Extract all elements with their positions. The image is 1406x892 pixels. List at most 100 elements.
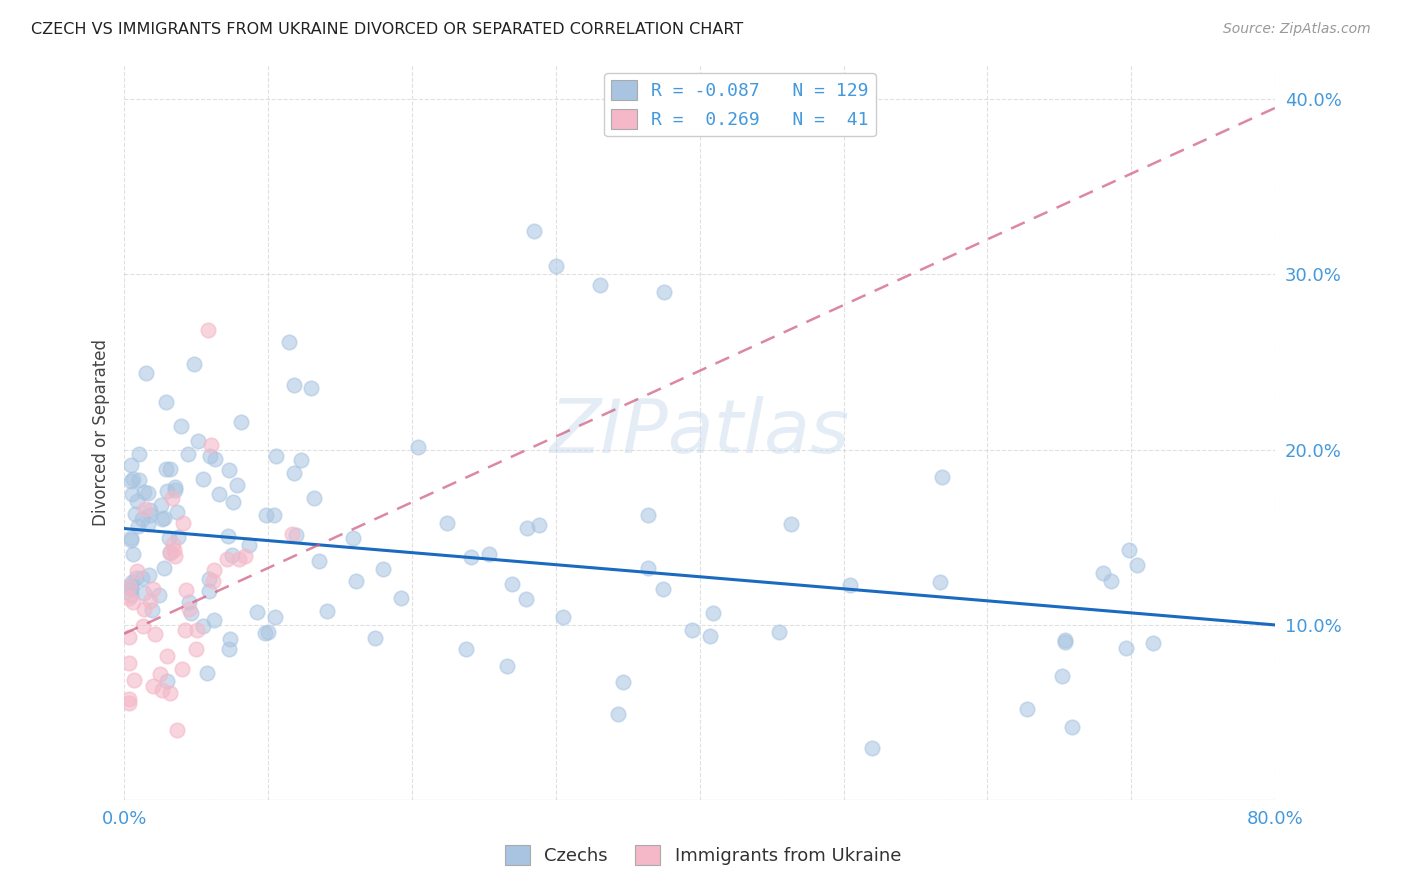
Point — [529, 518, 551, 533]
Text: ZIPatlas: ZIPatlas — [550, 396, 849, 468]
Point — [612, 675, 634, 690]
Point — [150, 512, 173, 526]
Point — [299, 381, 322, 395]
Point — [515, 591, 537, 606]
Point — [652, 285, 675, 299]
Point — [516, 521, 538, 535]
Point — [149, 667, 172, 681]
Point — [136, 517, 159, 532]
Point — [159, 545, 181, 559]
Point — [135, 367, 157, 381]
Point — [120, 579, 142, 593]
Point — [156, 674, 179, 689]
Point — [170, 419, 193, 434]
Point — [138, 567, 160, 582]
Point — [1092, 566, 1115, 580]
Point — [373, 562, 395, 576]
Point — [290, 452, 312, 467]
Point — [128, 473, 150, 487]
Point — [122, 472, 145, 486]
Point — [780, 516, 803, 531]
Point — [186, 641, 208, 656]
Point — [254, 626, 277, 640]
Point — [246, 605, 269, 619]
Point — [389, 591, 412, 605]
Point — [1050, 669, 1073, 683]
Point — [191, 472, 214, 486]
Point — [180, 607, 202, 621]
Point — [174, 582, 197, 597]
Point — [681, 623, 703, 637]
Point — [155, 462, 177, 476]
Point — [127, 519, 149, 533]
Point — [229, 415, 252, 429]
Point — [165, 483, 187, 497]
Point — [117, 630, 139, 644]
Point — [308, 554, 330, 568]
Point — [122, 595, 145, 609]
Point — [218, 641, 240, 656]
Point — [166, 505, 188, 519]
Point — [138, 594, 160, 608]
Point — [153, 560, 176, 574]
Point — [860, 740, 883, 755]
Point — [160, 491, 183, 506]
Point — [120, 474, 142, 488]
Point — [215, 552, 238, 566]
Point — [155, 395, 177, 409]
Point — [120, 582, 142, 597]
Point — [132, 485, 155, 500]
Y-axis label: Divorced or Separated: Divorced or Separated — [93, 339, 110, 525]
Point — [233, 549, 256, 563]
Point — [838, 578, 860, 592]
Point — [702, 606, 724, 620]
Point — [1126, 558, 1149, 572]
Point — [931, 470, 953, 484]
Point — [153, 511, 176, 525]
Point — [304, 491, 326, 505]
Point — [637, 508, 659, 523]
Point — [501, 577, 523, 591]
Point — [221, 548, 243, 562]
Point — [202, 563, 225, 577]
Point — [344, 574, 367, 588]
Point — [478, 547, 501, 561]
Point — [187, 434, 209, 449]
Point — [179, 595, 201, 609]
Point — [699, 629, 721, 643]
Legend: Czechs, Immigrants from Ukraine: Czechs, Immigrants from Ukraine — [498, 838, 908, 872]
Point — [200, 438, 222, 452]
Point — [131, 571, 153, 585]
Point — [197, 323, 219, 337]
Point — [159, 462, 181, 476]
Point — [222, 495, 245, 509]
Point — [159, 686, 181, 700]
Legend: R = -0.087   N = 129, R =  0.269   N =  41: R = -0.087 N = 129, R = 0.269 N = 41 — [605, 73, 876, 136]
Point — [120, 531, 142, 545]
Point — [156, 648, 179, 663]
Point — [163, 549, 186, 563]
Point — [281, 526, 304, 541]
Point — [141, 602, 163, 616]
Point — [218, 463, 240, 477]
Point — [238, 538, 260, 552]
Point — [138, 508, 160, 522]
Point — [149, 498, 172, 512]
Point — [195, 665, 218, 680]
Point — [283, 378, 305, 392]
Point — [166, 723, 188, 738]
Point — [163, 480, 186, 494]
Point — [197, 584, 219, 599]
Point — [156, 483, 179, 498]
Point — [120, 458, 142, 473]
Point — [120, 533, 142, 548]
Point — [544, 259, 567, 273]
Point — [1053, 632, 1076, 647]
Point — [134, 602, 156, 616]
Point — [637, 560, 659, 574]
Point — [177, 447, 200, 461]
Point — [120, 588, 142, 602]
Point — [177, 602, 200, 616]
Point — [122, 547, 145, 561]
Point — [364, 631, 387, 645]
